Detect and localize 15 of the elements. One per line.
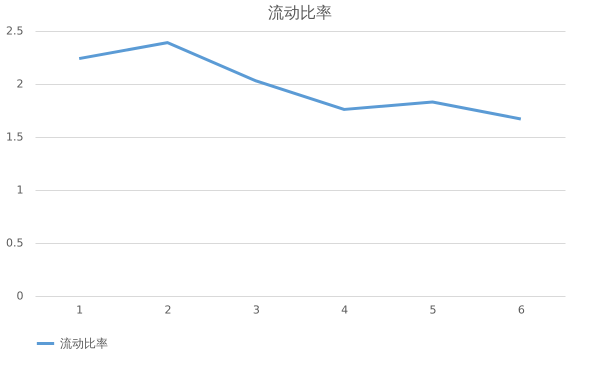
x-tick-label: 6 xyxy=(518,304,525,316)
x-tick-label: 5 xyxy=(430,304,436,316)
y-tick-label: 0 xyxy=(16,290,24,302)
legend-label: 流动比率 xyxy=(60,336,108,350)
y-tick-label: 1.5 xyxy=(6,130,24,144)
y-tick-label: 2.5 xyxy=(6,24,24,38)
y-tick-label: 1 xyxy=(16,184,24,196)
line-series xyxy=(78,41,522,120)
x-tick-label: 4 xyxy=(341,304,348,316)
y-tick-label: 0.5 xyxy=(6,236,24,250)
x-tick-label: 3 xyxy=(252,304,260,316)
chart-title: 流动比率 xyxy=(268,3,332,22)
x-tick-label: 2 xyxy=(164,304,172,316)
y-tick-label: 2 xyxy=(16,78,24,90)
x-tick-label: 1 xyxy=(76,304,84,316)
